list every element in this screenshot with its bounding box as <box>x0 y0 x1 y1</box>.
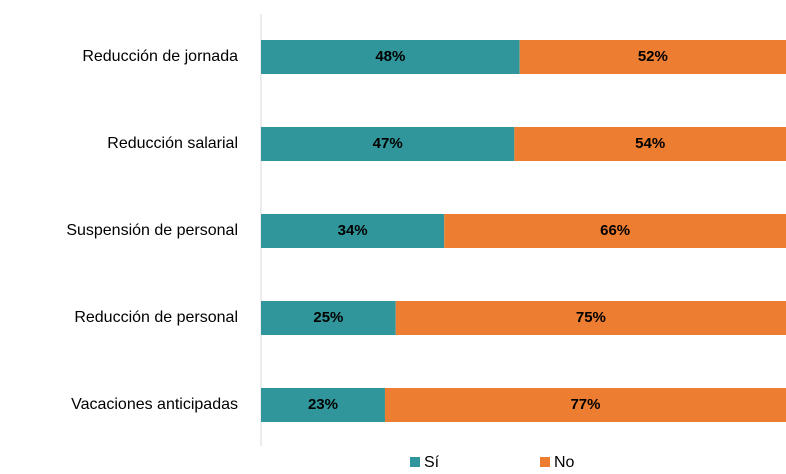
legend-swatch <box>540 457 550 467</box>
legend-label: No <box>554 454 575 471</box>
bar-segment <box>514 127 786 161</box>
data-label: 77% <box>570 396 600 413</box>
bar-segment <box>261 214 445 248</box>
data-label: 23% <box>308 396 338 413</box>
category-label: Suspensión de personal <box>66 222 238 239</box>
bar-segment <box>261 301 396 335</box>
bar-segment <box>261 40 520 74</box>
category-label: Vacaciones anticipadas <box>71 396 238 413</box>
data-label: 54% <box>635 135 665 152</box>
bar-segment <box>444 214 786 248</box>
data-label: 48% <box>375 48 405 65</box>
bar-segment <box>384 388 786 422</box>
data-label: 25% <box>313 309 343 326</box>
bar-segment <box>261 388 385 422</box>
data-label: 52% <box>638 48 668 65</box>
data-label: 66% <box>600 222 630 239</box>
bar-segment <box>519 40 786 74</box>
data-label: 47% <box>373 135 403 152</box>
category-label: Reducción de personal <box>74 309 238 326</box>
legend-label: Sí <box>424 454 440 471</box>
category-label: Reducción salarial <box>107 135 238 152</box>
bar-segment <box>395 301 786 335</box>
category-label: Reducción de jornada <box>82 48 238 65</box>
bar-segment <box>261 127 515 161</box>
data-label: 34% <box>338 222 368 239</box>
legend-swatch <box>410 457 420 467</box>
data-label: 75% <box>576 309 606 326</box>
